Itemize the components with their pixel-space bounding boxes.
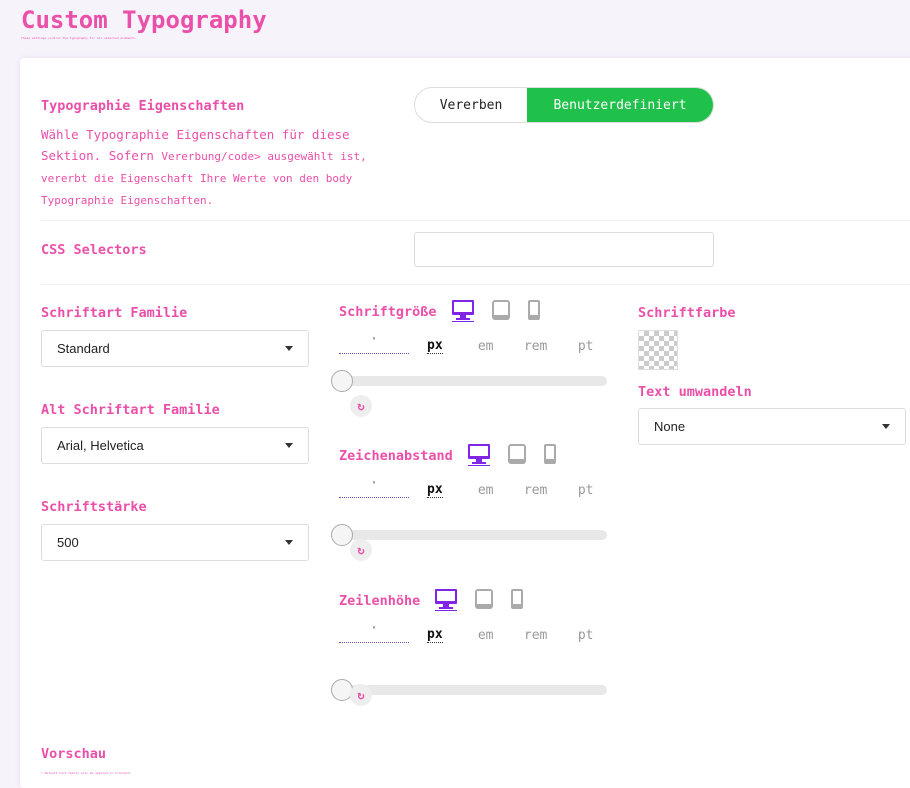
slider-track[interactable] (331, 679, 607, 701)
desc-text: Wähle Typographie Eigenschaften für dies… (41, 127, 350, 163)
slider-track[interactable] (331, 524, 607, 546)
unit-rem[interactable]: rem (523, 338, 548, 354)
desktop-icon[interactable] (434, 587, 458, 615)
unit-pt[interactable]: pt (577, 482, 594, 498)
slider-handle[interactable] (331, 370, 353, 392)
caret-down-icon (285, 540, 293, 545)
slider-track[interactable] (331, 370, 607, 392)
typography-panel: Typographie Eigenschaften Wähle Typograp… (20, 58, 910, 788)
unit-selector: ' px em rem pt (339, 337, 611, 354)
css-selectors-input[interactable] (414, 232, 714, 267)
slider-label: Zeichenabstand (339, 448, 453, 464)
font-weight-select[interactable]: 500 (41, 524, 309, 561)
css-selectors-label: CSS Selectors (41, 242, 147, 258)
unit-em[interactable]: em (477, 627, 494, 643)
slider-header: Zeichenabstand (339, 442, 557, 470)
value-input[interactable]: ' (339, 626, 409, 643)
caret-down-icon (285, 346, 293, 351)
inherit-toggle[interactable]: Vererben Benutzerdefiniert (414, 87, 714, 123)
page-title: Custom Typography (21, 6, 267, 34)
font-color-swatch[interactable] (638, 330, 678, 370)
toggle-custom[interactable]: Benutzerdefiniert (527, 88, 713, 122)
font-weight-label: Schriftstärke (41, 499, 147, 515)
unit-selector: ' px em rem pt (339, 626, 611, 643)
device-switcher (434, 587, 524, 615)
value-input[interactable]: ' (339, 337, 409, 354)
props-label: Typographie Eigenschaften (41, 98, 245, 114)
caret-down-icon (285, 443, 293, 448)
alt-font-family-label: Alt Schriftart Familie (41, 402, 220, 418)
mobile-icon[interactable] (543, 443, 557, 469)
slider-handle[interactable] (331, 524, 353, 546)
tablet-icon[interactable] (491, 299, 511, 325)
slider-label: Schriftgröße (339, 304, 437, 320)
device-switcher (451, 298, 541, 326)
unit-px[interactable]: px (427, 482, 443, 498)
slider-header: Zeilenhöhe (339, 587, 524, 615)
font-family-select[interactable]: Standard (41, 330, 309, 367)
unit-px[interactable]: px (427, 627, 443, 643)
divider (41, 220, 910, 221)
unit-selector: ' px em rem pt (339, 481, 611, 498)
alt-font-family-value: Arial, Helvetica (57, 438, 144, 453)
unit-rem[interactable]: rem (523, 627, 548, 643)
props-description: Wähle Typographie Eigenschaften für dies… (41, 124, 381, 211)
unit-em[interactable]: em (477, 338, 494, 354)
divider (41, 284, 910, 285)
unit-px[interactable]: px (427, 338, 443, 354)
unit-pt[interactable]: pt (577, 627, 594, 643)
reset-icon[interactable]: ↻ (350, 395, 372, 417)
text-transform-select[interactable]: None (638, 408, 906, 445)
font-family-label: Schriftart Familie (41, 305, 188, 321)
unit-em[interactable]: em (477, 482, 494, 498)
page-subtitle: These settings control the typography fo… (21, 36, 137, 40)
desktop-icon[interactable] (451, 298, 475, 326)
reset-icon[interactable]: ↻ (350, 539, 372, 561)
font-family-value: Standard (57, 341, 110, 356)
font-color-label: Schriftfarbe (638, 305, 736, 321)
desc-code: Vererbung/code> ausgewählt ist, vererbt … (41, 150, 367, 207)
tablet-icon[interactable] (507, 443, 527, 469)
font-weight-value: 500 (57, 535, 79, 550)
reset-icon[interactable]: ↻ (350, 684, 372, 706)
toggle-inherit[interactable]: Vererben (439, 97, 503, 113)
mobile-icon[interactable] (527, 299, 541, 325)
caret-down-icon (882, 424, 890, 429)
slider-header: Schriftgröße (339, 298, 541, 326)
preview-note: * Default font family will be applied in… (41, 771, 132, 775)
unit-rem[interactable]: rem (523, 482, 548, 498)
unit-pt[interactable]: pt (577, 338, 594, 354)
slider-label: Zeilenhöhe (339, 593, 421, 609)
text-transform-label: Text umwandeln (638, 384, 752, 400)
mobile-icon[interactable] (510, 588, 524, 614)
text-transform-value: None (654, 419, 686, 434)
alt-font-family-select[interactable]: Arial, Helvetica (41, 427, 309, 464)
desktop-icon[interactable] (467, 442, 491, 470)
preview-label: Vorschau (41, 746, 107, 762)
value-input[interactable]: ' (339, 481, 409, 498)
tablet-icon[interactable] (474, 588, 494, 614)
device-switcher (467, 442, 557, 470)
